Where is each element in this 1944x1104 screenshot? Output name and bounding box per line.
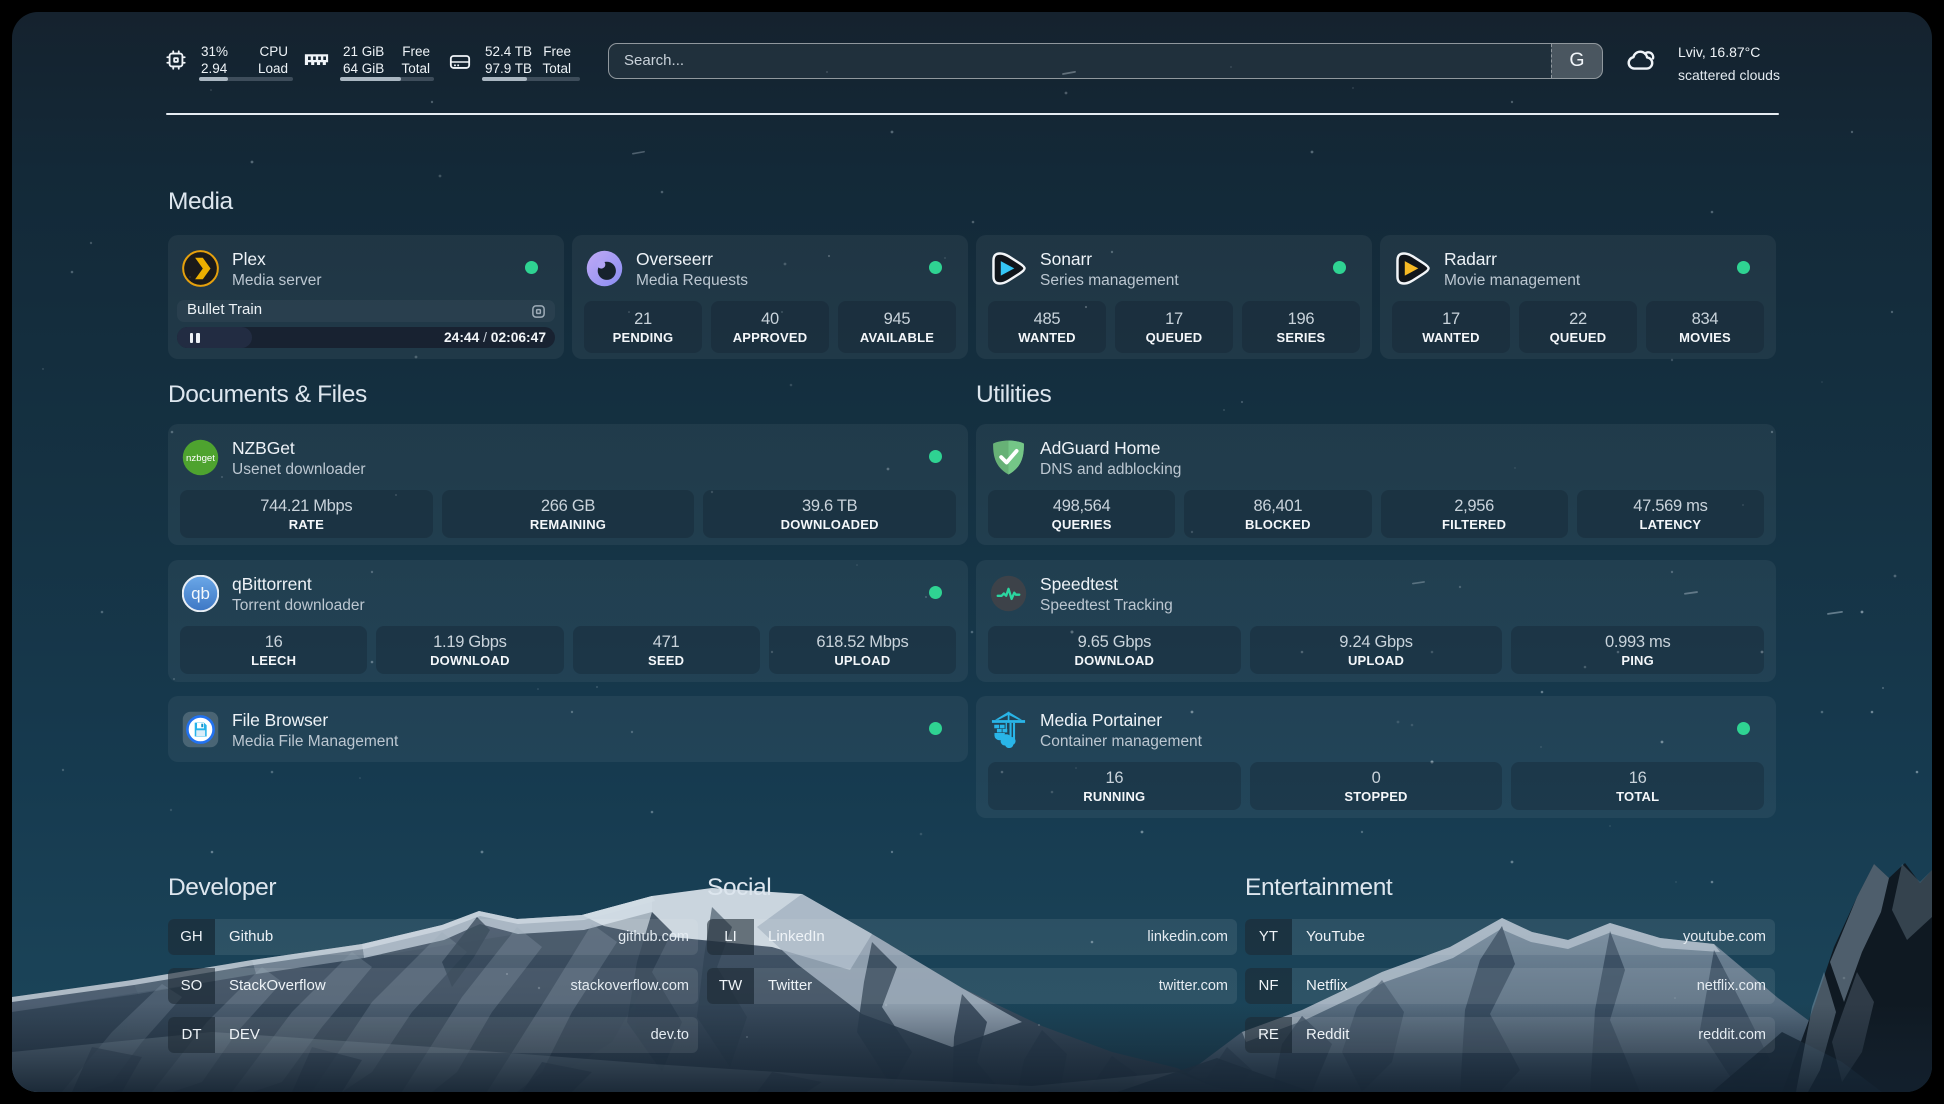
svg-text:qb: qb <box>191 584 210 603</box>
svg-text:nzbget: nzbget <box>186 453 215 464</box>
